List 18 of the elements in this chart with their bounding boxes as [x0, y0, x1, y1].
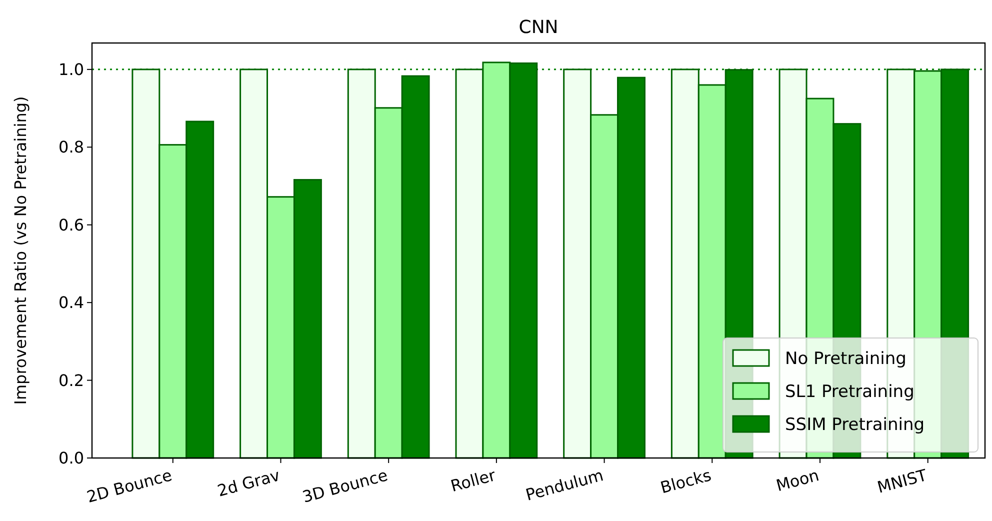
y-tick-label: 0.8	[58, 138, 84, 157]
legend-label: No Pretraining	[785, 348, 906, 369]
x-tick-label: Roller	[448, 465, 498, 496]
chart-title: CNN	[518, 17, 558, 38]
x-tick-label: 3D Bounce	[300, 466, 390, 506]
y-tick-label: 0.4	[58, 293, 84, 312]
y-tick-label: 0.0	[58, 448, 84, 468]
y-tick-label: 0.6	[58, 215, 84, 234]
x-tick-label: Blocks	[658, 466, 714, 498]
x-tick-label: MNIST	[875, 465, 930, 497]
legend-label: SL1 Pretraining	[785, 382, 914, 402]
x-tick-label: 2d Grav	[215, 466, 282, 500]
y-axis-title: Improvement Ratio (vs No Pretraining)	[11, 96, 30, 405]
legend-label: SSIM Pretraining	[785, 414, 925, 435]
y-tick-label: 0.2	[58, 370, 84, 390]
y-tick-label: 1.0	[58, 60, 84, 80]
x-tick-label: 2D Bounce	[84, 466, 174, 506]
x-tick-label: Moon	[774, 466, 822, 496]
